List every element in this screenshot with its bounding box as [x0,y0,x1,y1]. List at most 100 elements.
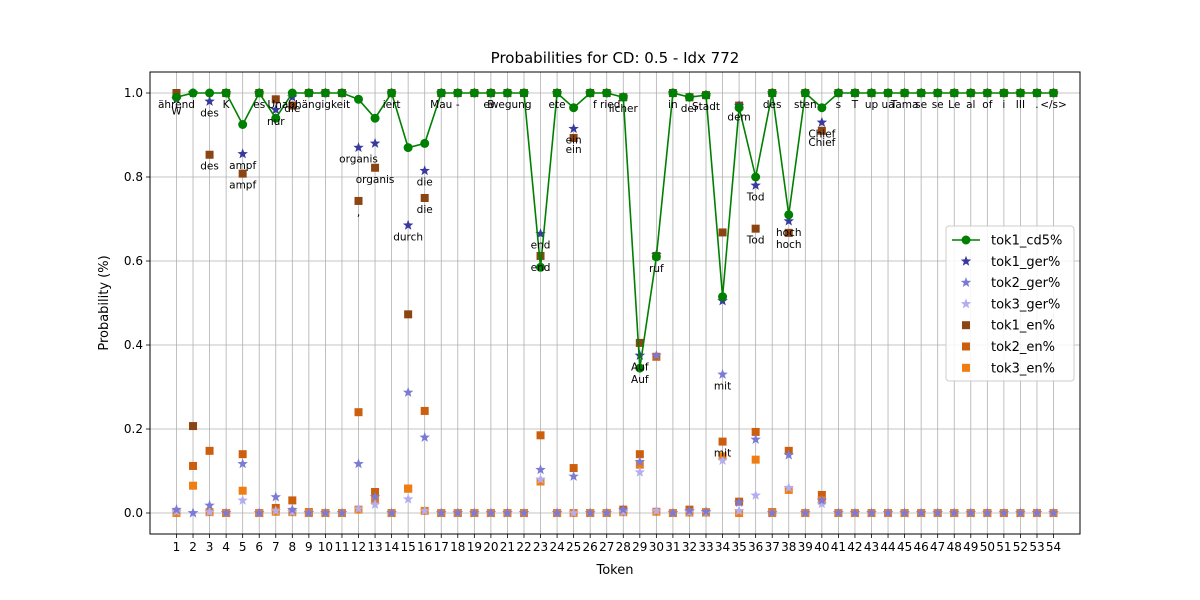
legend-label: tok1_en% [991,319,1055,334]
token-annotation: T [851,99,859,111]
data-point [536,431,545,440]
data-point [784,228,793,237]
token-annotation: durch [393,231,423,243]
data-point [766,507,778,518]
data-point [469,88,479,98]
token-annotation: ein [566,144,582,156]
token-annotation: des [200,161,219,173]
token-annotation: end [531,262,551,274]
data-point [784,210,794,220]
data-point [402,219,414,230]
data-point [817,103,827,113]
x-tick-label: 14 [384,540,399,554]
data-point [635,338,644,347]
data-point [270,491,281,502]
data-point [718,292,728,302]
data-point [717,455,728,465]
token-annotation: in [668,99,678,111]
data-point [386,507,397,518]
data-point [535,473,546,484]
data-point [353,503,364,514]
x-tick-label: 40 [814,540,829,554]
data-point [751,455,760,464]
data-point [436,88,446,98]
data-point [404,310,413,319]
data-point [453,88,463,98]
data-point [817,126,826,135]
token-annotation: ruf [649,263,664,275]
x-tick-label: 25 [566,540,581,554]
data-point [882,507,894,518]
data-point [402,386,414,397]
data-point [700,506,712,517]
x-tick-label: 35 [731,540,746,554]
data-point [569,133,578,142]
x-tick-label: 47 [930,540,945,554]
token-annotation: f ried [593,99,620,111]
data-point [584,507,596,518]
x-tick-label: 53 [1029,540,1044,554]
token-annotation: licher [609,103,639,115]
data-point [718,437,727,446]
plot-background [150,72,1080,534]
x-tick-label: 41 [831,540,846,554]
data-point [354,196,363,205]
data-point [618,504,629,515]
data-point [253,507,265,518]
x-tick-label: 49 [963,540,978,554]
token-annotation: die [284,103,300,115]
x-tick-label: 39 [798,540,813,554]
token-annotation: W [171,105,182,117]
data-point [436,507,447,518]
series-layer [171,87,1059,518]
data-point [1031,507,1043,518]
series-tok2-ger- [171,350,1059,518]
x-tick-label: 24 [549,540,564,554]
legend-entry: tok3_ger% [960,297,1060,312]
data-point [419,165,430,176]
x-tick-label: 30 [649,540,664,554]
data-point [419,431,430,442]
x-tick-label: 32 [682,540,697,554]
data-point [402,493,414,504]
y-tick-label: 0.8 [124,170,143,184]
data-point [783,449,794,460]
chart-title: Probabilities for CD: 0.5 - Idx 772 [491,49,740,67]
data-point [519,88,529,98]
token-annotation: , [357,207,360,219]
data-point [651,252,661,262]
x-tick-label: 4 [222,540,230,554]
x-tick-label: 28 [616,540,631,554]
data-point [783,482,794,493]
data-point [369,499,381,510]
data-point [204,506,215,517]
data-point [189,481,198,490]
x-tick-label: 13 [367,540,382,554]
token-annotations: WährenddesdesKampfampfesnurdieUnabhängig… [158,99,1067,460]
token-annotation: organis [356,174,395,186]
data-point [238,450,247,459]
data-point [899,507,910,518]
y-axis-ticks: 0.0 0.2 0.4 0.6 0.8 1.0 [124,86,150,520]
data-point [420,194,429,202]
token-annotation: des [200,107,219,119]
data-point [816,498,828,509]
data-point [866,507,877,518]
series-tok1-cd5- [171,88,1059,373]
token-annotation: Auf [631,362,649,374]
token-annotation: Tod [746,191,765,203]
data-point [336,507,348,518]
data-point [634,466,646,477]
x-tick-label: 10 [318,540,333,554]
data-point [1049,88,1059,98]
x-tick-label: 31 [665,540,680,554]
legend-marker [962,342,970,351]
x-tick-label: 37 [765,540,780,554]
legend-marker [960,298,972,309]
token-annotation: Unabhängigkeit [268,99,351,111]
token-annotation: - [456,99,460,111]
x-tick-label: 11 [334,540,349,554]
token-annotation: i [1002,99,1005,111]
x-tick-label: 5 [239,540,247,554]
token-annotation: . [1035,99,1038,111]
